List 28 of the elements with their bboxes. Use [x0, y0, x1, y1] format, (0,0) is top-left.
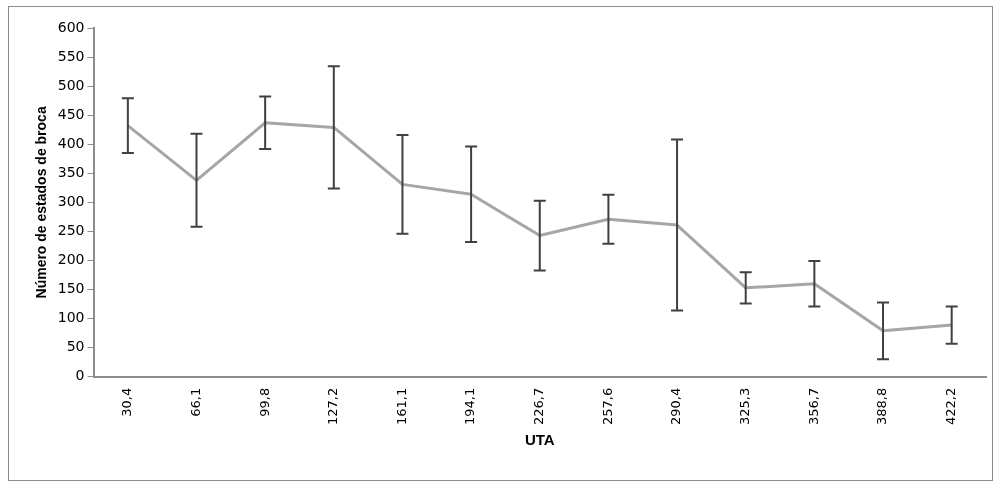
- x-tick-label: 388,8: [874, 387, 890, 425]
- y-tick-label: 600: [57, 18, 85, 35]
- y-tick-label: 400: [57, 134, 85, 151]
- y-tick-label: 250: [57, 222, 85, 239]
- x-axis-title: UTA: [524, 431, 555, 449]
- y-tick-label: 100: [57, 309, 85, 326]
- y-tick-label: 500: [57, 76, 85, 93]
- x-tick-label: 356,7: [805, 387, 821, 425]
- y-tick-label: 150: [57, 280, 85, 297]
- y-tick-label: 550: [57, 47, 85, 64]
- x-tick-label: 99,8: [256, 387, 272, 417]
- x-tick-label: 290,4: [668, 387, 684, 425]
- y-axis-title: Número de estados de broca: [33, 106, 50, 299]
- y-tick-label: 350: [57, 163, 85, 180]
- y-tick-label: 300: [57, 193, 85, 210]
- y-tick-label: 200: [57, 251, 85, 268]
- x-tick-label: 194,1: [462, 387, 478, 425]
- x-tick-label: 257,6: [599, 387, 615, 425]
- x-tick-label: 161,1: [393, 387, 409, 425]
- x-tick-label: 226,7: [531, 387, 547, 425]
- y-tick-label: 50: [66, 338, 85, 355]
- y-tick-label: 0: [75, 367, 85, 384]
- x-tick-label: 30,4: [119, 387, 135, 417]
- x-tick-label: 127,2: [325, 387, 341, 425]
- x-tick-label: 422,2: [943, 387, 959, 425]
- x-tick-label: 66,1: [187, 387, 203, 417]
- x-tick-label: 325,3: [737, 387, 753, 425]
- y-tick-label: 450: [57, 105, 85, 122]
